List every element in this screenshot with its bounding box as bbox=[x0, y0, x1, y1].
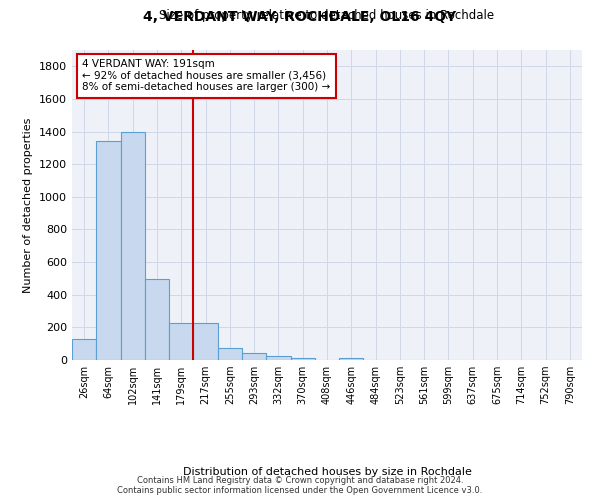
Bar bbox=[290, 358, 315, 360]
Text: 4, VERDANT WAY, ROCHDALE, OL16 4QY: 4, VERDANT WAY, ROCHDALE, OL16 4QY bbox=[143, 10, 457, 24]
Bar bbox=[193, 324, 218, 360]
Bar bbox=[145, 279, 169, 360]
X-axis label: Distribution of detached houses by size in Rochdale: Distribution of detached houses by size … bbox=[182, 467, 472, 477]
Bar bbox=[339, 358, 364, 360]
Bar bbox=[242, 352, 266, 360]
Bar bbox=[218, 348, 242, 360]
Bar bbox=[72, 339, 96, 360]
Y-axis label: Number of detached properties: Number of detached properties bbox=[23, 118, 34, 292]
Title: Size of property relative to detached houses in Rochdale: Size of property relative to detached ho… bbox=[160, 10, 494, 22]
Text: Contains HM Land Registry data © Crown copyright and database right 2024.
Contai: Contains HM Land Registry data © Crown c… bbox=[118, 476, 482, 495]
Bar bbox=[169, 324, 193, 360]
Bar bbox=[121, 132, 145, 360]
Bar bbox=[266, 356, 290, 360]
Bar bbox=[96, 142, 121, 360]
Text: 4 VERDANT WAY: 191sqm
← 92% of detached houses are smaller (3,456)
8% of semi-de: 4 VERDANT WAY: 191sqm ← 92% of detached … bbox=[82, 60, 331, 92]
